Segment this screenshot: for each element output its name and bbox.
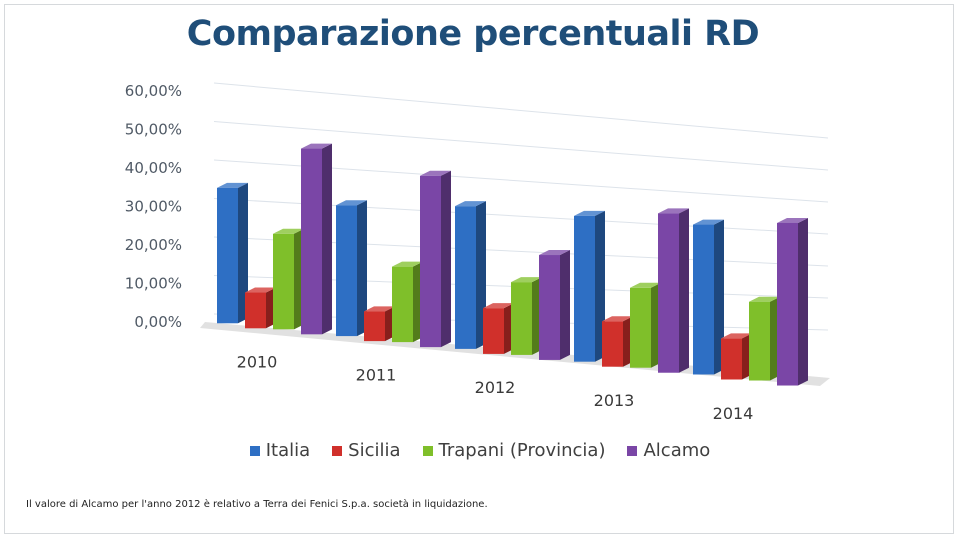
legend-swatch bbox=[422, 445, 433, 456]
chart-title: Comparazione percentuali RD bbox=[186, 14, 760, 54]
bar-top bbox=[273, 228, 304, 234]
bar-top bbox=[217, 182, 248, 188]
bar bbox=[273, 233, 294, 330]
legend-swatch bbox=[332, 445, 343, 456]
y-tick-label: 20,00% bbox=[125, 236, 182, 254]
bar bbox=[693, 224, 714, 375]
bar bbox=[245, 292, 266, 329]
legend-item: Sicilia bbox=[332, 440, 401, 461]
bar-top bbox=[630, 282, 661, 288]
bar bbox=[539, 255, 560, 360]
bar-top bbox=[511, 277, 542, 283]
bar bbox=[420, 175, 441, 348]
bar-top bbox=[574, 210, 605, 216]
x-tick-label: 2012 bbox=[475, 378, 516, 397]
legend-label: Sicilia bbox=[348, 440, 401, 461]
bar-top bbox=[721, 333, 752, 339]
bar-top bbox=[693, 219, 724, 225]
bar-side bbox=[441, 170, 451, 348]
bar bbox=[721, 338, 742, 380]
y-tick-label: 10,00% bbox=[125, 275, 182, 293]
legend-item: Italia bbox=[249, 440, 311, 461]
bar-top bbox=[658, 208, 689, 214]
gridline bbox=[213, 121, 829, 171]
bar bbox=[455, 206, 476, 349]
bar bbox=[483, 308, 504, 354]
bar-side bbox=[357, 200, 367, 337]
bar bbox=[630, 287, 651, 368]
bar-top bbox=[336, 200, 367, 206]
bar-top bbox=[749, 296, 780, 302]
gridline bbox=[213, 82, 829, 139]
legend-label: Alcamo bbox=[643, 440, 711, 461]
bar-top bbox=[245, 287, 276, 293]
bar bbox=[301, 148, 322, 335]
x-tick-label: 2014 bbox=[713, 404, 754, 423]
chart-plot: 0,00% 10,00% 20,00% 30,00% 40,00% 50,00% 60,00… bbox=[125, 82, 830, 423]
bar-top bbox=[301, 143, 332, 149]
x-tick-label: 2011 bbox=[356, 365, 397, 384]
bar bbox=[511, 282, 532, 355]
legend-label: Trapani (Provincia) bbox=[438, 440, 606, 461]
bar bbox=[777, 222, 798, 386]
y-tick-label: 30,00% bbox=[125, 198, 182, 216]
bar-top bbox=[455, 201, 486, 207]
bar-side bbox=[679, 208, 689, 373]
bar-side bbox=[322, 143, 332, 335]
legend-swatch bbox=[627, 445, 638, 456]
y-tick-label: 50,00% bbox=[125, 121, 182, 139]
bar-top bbox=[539, 250, 570, 256]
y-tick-label: 0,00% bbox=[134, 313, 182, 331]
y-tick-label: 40,00% bbox=[125, 159, 182, 177]
bar bbox=[392, 266, 413, 343]
legend-item: Trapani (Provincia) bbox=[422, 440, 606, 461]
legend-item: Alcamo bbox=[627, 440, 710, 461]
bar bbox=[336, 205, 357, 337]
bar-top bbox=[602, 316, 633, 322]
bar-side bbox=[798, 217, 808, 386]
bar-top bbox=[483, 303, 514, 309]
legend: Italia Sicilia Trapani (Provincia) Alcamo bbox=[0, 440, 960, 461]
bar-top bbox=[777, 217, 808, 223]
x-tick-label: 2010 bbox=[237, 353, 278, 372]
footnote: Il valore di Alcamo per l'anno 2012 è re… bbox=[26, 499, 488, 510]
bar bbox=[602, 321, 623, 367]
bar bbox=[217, 187, 238, 324]
bar-top bbox=[392, 261, 423, 267]
y-tick-label: 60,00% bbox=[125, 82, 182, 100]
legend-label: Italia bbox=[265, 440, 311, 461]
slide-frame bbox=[4, 4, 954, 534]
bar-top bbox=[420, 170, 451, 176]
bar-top bbox=[364, 306, 395, 312]
x-tick-label: 2013 bbox=[594, 391, 635, 410]
legend-swatch bbox=[249, 445, 260, 456]
bar bbox=[749, 301, 770, 381]
bar bbox=[658, 213, 679, 373]
bar bbox=[574, 215, 595, 362]
bar-side bbox=[238, 182, 248, 324]
bar-side bbox=[714, 219, 724, 375]
bar-side bbox=[560, 250, 570, 360]
bar bbox=[364, 311, 385, 342]
